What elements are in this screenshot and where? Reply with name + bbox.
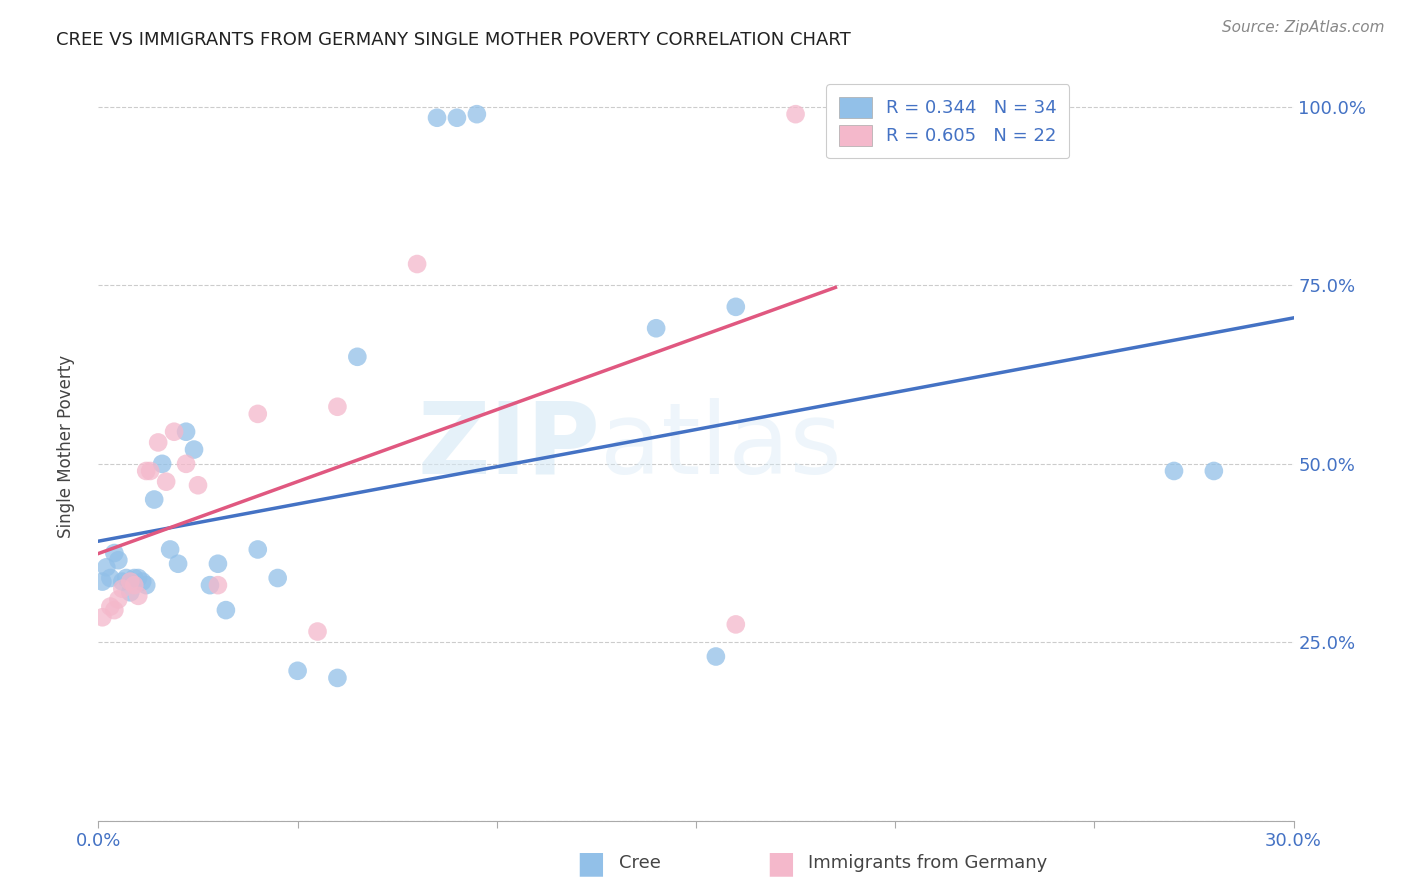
Point xyxy=(246,407,269,421)
Point xyxy=(120,574,142,589)
Y-axis label: Single Mother Poverty: Single Mother Poverty xyxy=(56,354,75,538)
Point xyxy=(155,475,177,489)
Point xyxy=(187,478,209,492)
Point xyxy=(115,571,138,585)
Point xyxy=(135,464,157,478)
Point xyxy=(120,585,142,599)
Point xyxy=(1202,464,1225,478)
Point xyxy=(98,599,122,614)
Text: ■: ■ xyxy=(766,849,794,878)
Point xyxy=(107,592,129,607)
Point xyxy=(107,553,129,567)
Point xyxy=(96,560,118,574)
Point xyxy=(174,457,197,471)
Point xyxy=(103,603,125,617)
Point xyxy=(426,111,449,125)
Point xyxy=(124,578,146,592)
Text: ■: ■ xyxy=(576,849,605,878)
Point xyxy=(645,321,668,335)
Point xyxy=(724,300,747,314)
Point xyxy=(246,542,269,557)
Point xyxy=(111,582,134,596)
Text: Source: ZipAtlas.com: Source: ZipAtlas.com xyxy=(1222,20,1385,35)
Point xyxy=(207,557,229,571)
Point xyxy=(207,578,229,592)
Point xyxy=(91,610,114,624)
Point xyxy=(98,571,122,585)
Legend: R = 0.344   N = 34, R = 0.605   N = 22: R = 0.344 N = 34, R = 0.605 N = 22 xyxy=(827,84,1070,159)
Point xyxy=(163,425,186,439)
Point xyxy=(307,624,329,639)
Point xyxy=(1163,464,1185,478)
Point xyxy=(724,617,747,632)
Point xyxy=(131,574,153,589)
Text: ZIP: ZIP xyxy=(418,398,600,494)
Text: Cree: Cree xyxy=(619,855,661,872)
Point xyxy=(465,107,488,121)
Point xyxy=(287,664,309,678)
Point xyxy=(167,557,190,571)
Text: Immigrants from Germany: Immigrants from Germany xyxy=(808,855,1047,872)
Point xyxy=(326,671,349,685)
Point xyxy=(174,425,197,439)
Point xyxy=(159,542,181,557)
Point xyxy=(326,400,349,414)
Point xyxy=(127,571,149,585)
Text: atlas: atlas xyxy=(600,398,842,494)
Text: CREE VS IMMIGRANTS FROM GERMANY SINGLE MOTHER POVERTY CORRELATION CHART: CREE VS IMMIGRANTS FROM GERMANY SINGLE M… xyxy=(56,31,851,49)
Point xyxy=(183,442,205,457)
Point xyxy=(135,578,157,592)
Point xyxy=(346,350,368,364)
Point xyxy=(143,492,166,507)
Point xyxy=(139,464,162,478)
Point xyxy=(111,574,134,589)
Point xyxy=(103,546,125,560)
Point xyxy=(406,257,429,271)
Point xyxy=(446,111,468,125)
Point xyxy=(198,578,221,592)
Point xyxy=(215,603,238,617)
Point xyxy=(704,649,727,664)
Point xyxy=(150,457,173,471)
Point xyxy=(91,574,114,589)
Point xyxy=(267,571,290,585)
Point xyxy=(148,435,170,450)
Point xyxy=(124,571,146,585)
Point xyxy=(785,107,807,121)
Point xyxy=(127,589,149,603)
